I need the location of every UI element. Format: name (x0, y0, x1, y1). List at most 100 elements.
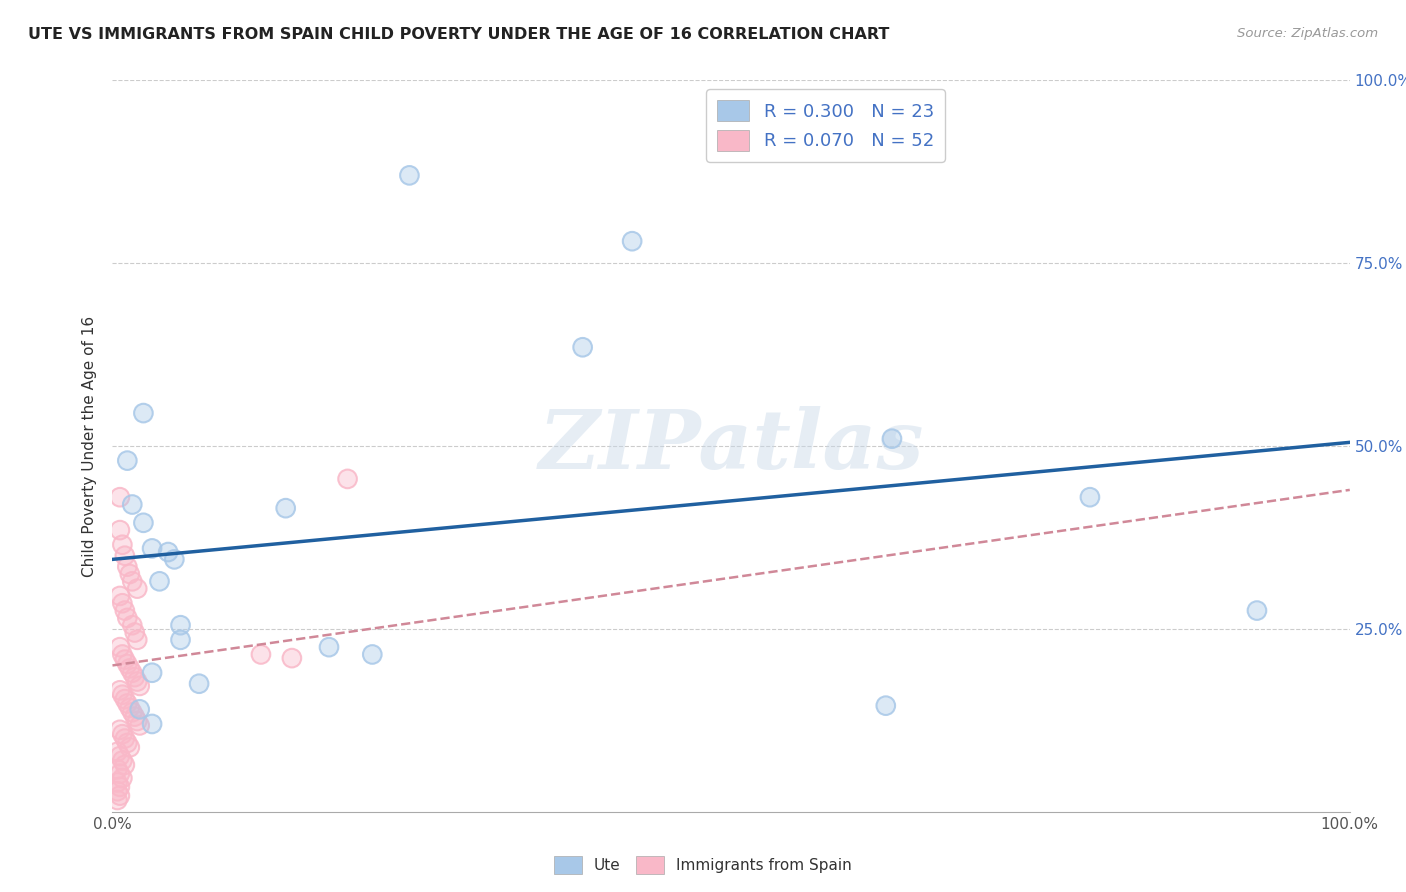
Point (108, 683, 131, 698)
Point (141, 717, 163, 731)
Point (114, 758, 136, 772)
Point (121, 498, 143, 512)
Point (169, 618, 191, 632)
Point (111, 771, 134, 785)
Point (117, 736, 139, 750)
Point (114, 603, 136, 617)
Point (117, 736, 139, 750)
Point (108, 723, 131, 737)
Point (111, 754, 134, 768)
Point (318, 640, 340, 655)
Point (111, 688, 134, 702)
Point (108, 780, 131, 794)
Legend: R = 0.300   N = 23, R = 0.070   N = 52: R = 0.300 N = 23, R = 0.070 N = 52 (706, 89, 945, 161)
Point (108, 640, 131, 655)
Point (111, 727, 134, 741)
Point (1246, 603, 1268, 617)
Point (114, 692, 136, 706)
Point (118, 567, 141, 582)
Point (107, 775, 129, 789)
Point (141, 717, 163, 731)
Point (132, 406, 155, 420)
Point (1078, 490, 1101, 504)
Point (108, 766, 131, 780)
Point (108, 523, 131, 537)
Point (157, 545, 180, 559)
Point (127, 714, 149, 728)
Point (108, 589, 131, 603)
Point (117, 657, 139, 671)
Point (127, 632, 149, 647)
Point (124, 709, 146, 723)
Point (118, 740, 141, 755)
Point (274, 501, 297, 516)
Point (128, 718, 150, 732)
Point (117, 697, 139, 711)
Point (108, 490, 131, 504)
Text: UTE VS IMMIGRANTS FROM SPAIN CHILD POVERTY UNDER THE AGE OF 16 CORRELATION CHART: UTE VS IMMIGRANTS FROM SPAIN CHILD POVER… (28, 27, 890, 42)
Point (114, 549, 136, 563)
Point (132, 406, 155, 420)
Point (148, 574, 170, 589)
Point (117, 559, 139, 574)
Point (108, 640, 131, 655)
Point (121, 705, 143, 719)
Point (121, 574, 143, 589)
Point (361, 648, 384, 662)
Point (128, 679, 150, 693)
Point (148, 574, 170, 589)
Point (875, 698, 897, 713)
Point (132, 516, 155, 530)
Text: ZIPatlas: ZIPatlas (538, 406, 924, 486)
Point (111, 648, 134, 662)
Point (117, 453, 139, 467)
Point (128, 679, 150, 693)
Point (118, 740, 141, 755)
Point (111, 688, 134, 702)
Point (107, 762, 129, 776)
Point (114, 758, 136, 772)
Point (117, 657, 139, 671)
Point (250, 648, 273, 662)
Point (118, 701, 141, 715)
Point (141, 541, 163, 556)
Point (141, 665, 163, 680)
Point (127, 582, 149, 596)
Point (114, 692, 136, 706)
Point (111, 596, 134, 610)
Point (108, 789, 131, 803)
Point (121, 618, 143, 632)
Point (571, 340, 593, 354)
Point (128, 702, 150, 716)
Point (127, 632, 149, 647)
Point (111, 648, 134, 662)
Point (127, 674, 149, 689)
Point (121, 498, 143, 512)
Point (621, 234, 644, 248)
Point (107, 775, 129, 789)
Point (121, 665, 143, 680)
Point (121, 574, 143, 589)
Point (114, 731, 136, 746)
Point (127, 714, 149, 728)
Point (398, 169, 420, 183)
Point (118, 567, 141, 582)
Point (108, 766, 131, 780)
Point (127, 674, 149, 689)
Point (114, 549, 136, 563)
Point (118, 661, 141, 675)
Point (163, 552, 186, 566)
Point (163, 552, 186, 566)
Point (128, 702, 150, 716)
Point (121, 705, 143, 719)
Point (169, 632, 191, 647)
Point (108, 589, 131, 603)
Point (169, 632, 191, 647)
Point (117, 697, 139, 711)
Point (108, 523, 131, 537)
Point (124, 709, 146, 723)
Point (117, 559, 139, 574)
Point (1246, 603, 1268, 617)
Point (108, 749, 131, 764)
Point (107, 784, 129, 798)
